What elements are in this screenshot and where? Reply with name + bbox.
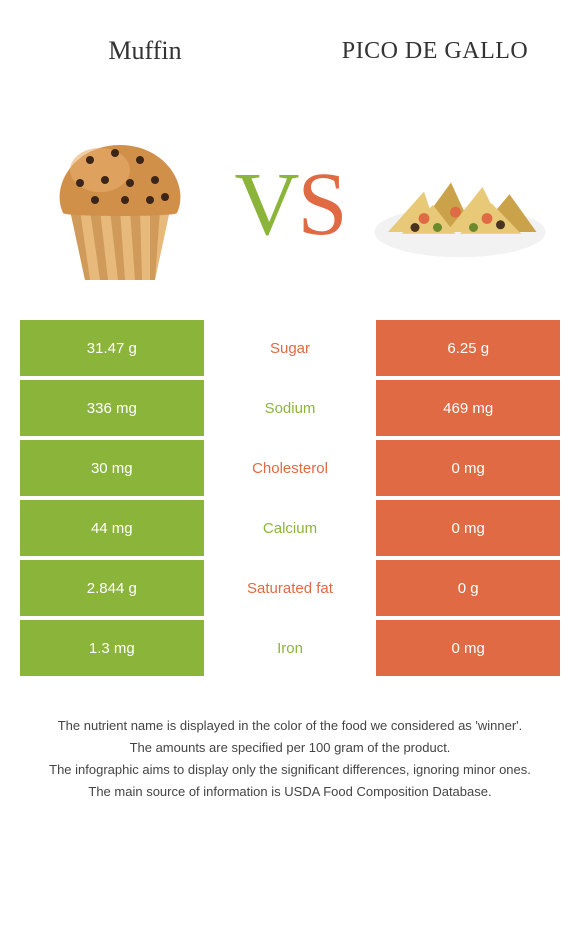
hero-row: VS [0,90,580,320]
footnote-line: The infographic aims to display only the… [20,760,560,780]
cell-right: 0 mg [376,500,560,556]
title-right: Pico de Gallo [330,38,540,64]
food-image-right [360,120,560,290]
cell-label: Sodium [208,380,373,436]
muffin-icon [30,125,210,285]
vs-label: VS [234,160,345,250]
cell-label: Calcium [208,500,373,556]
cell-left: 2.844 g [20,560,204,616]
cell-left: 31.47 g [20,320,204,376]
cell-label: Cholesterol [208,440,373,496]
cell-left: 44 mg [20,500,204,556]
cell-left: 1.3 mg [20,620,204,676]
vs-v: V [234,155,297,254]
cell-right: 0 mg [376,440,560,496]
cell-left: 336 mg [20,380,204,436]
footnote-line: The main source of information is USDA F… [20,782,560,802]
cell-label: Sugar [208,320,373,376]
table-row: 2.844 gSaturated fat0 g [20,560,560,616]
footnotes: The nutrient name is displayed in the co… [20,716,560,803]
table-row: 1.3 mgIron0 mg [20,620,560,676]
table-row: 30 mgCholesterol0 mg [20,440,560,496]
food-image-left [20,120,220,290]
vs-s: S [297,155,345,254]
cell-label: Saturated fat [208,560,373,616]
cell-right: 6.25 g [376,320,560,376]
cell-label: Iron [208,620,373,676]
cell-left: 30 mg [20,440,204,496]
cell-right: 0 g [376,560,560,616]
table-row: 44 mgCalcium0 mg [20,500,560,556]
titles-row: Muffin Pico de Gallo [0,0,580,90]
table-row: 31.47 gSugar6.25 g [20,320,560,376]
title-left: Muffin [40,37,250,66]
table-row: 336 mgSodium469 mg [20,380,560,436]
footnote-line: The amounts are specified per 100 gram o… [20,738,560,758]
nutrient-table: 31.47 gSugar6.25 g336 mgSodium469 mg30 m… [20,320,560,676]
cell-right: 469 mg [376,380,560,436]
cell-right: 0 mg [376,620,560,676]
nachos-icon [370,125,550,285]
footnote-line: The nutrient name is displayed in the co… [20,716,560,736]
